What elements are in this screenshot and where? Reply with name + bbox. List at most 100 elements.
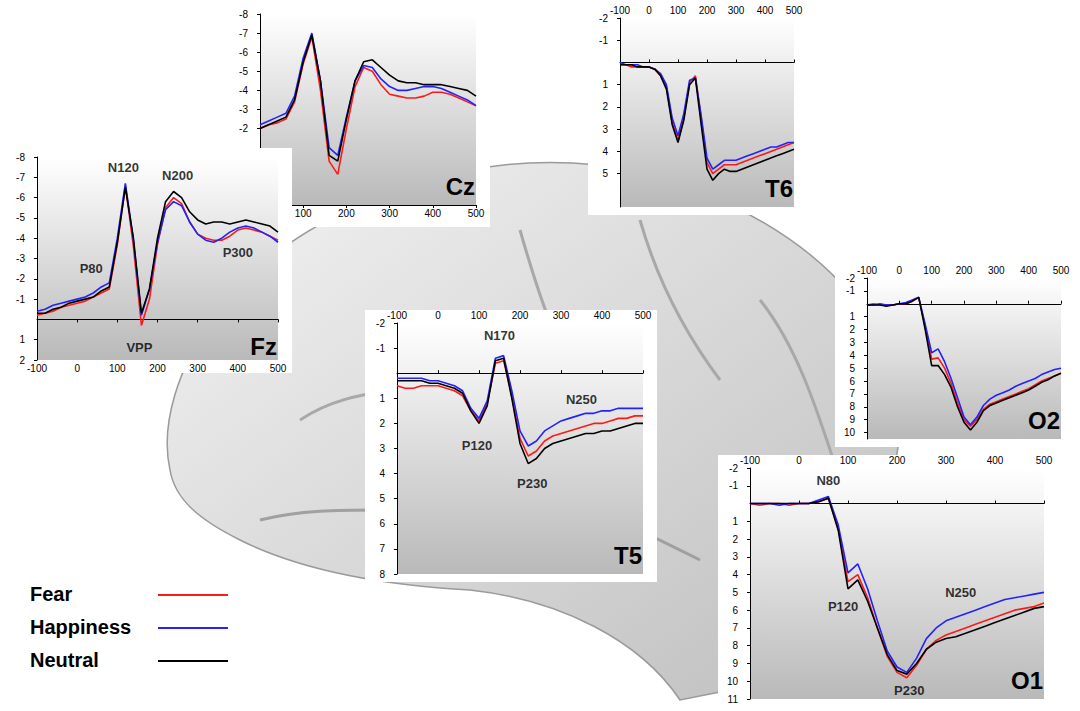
svg-text:2: 2 <box>379 418 385 429</box>
svg-text:4: 4 <box>849 350 855 361</box>
svg-text:3: 3 <box>602 124 608 135</box>
svg-text:400: 400 <box>987 455 1004 466</box>
svg-text:-7: -7 <box>239 28 248 39</box>
svg-text:2: 2 <box>19 355 25 366</box>
svg-text:P120: P120 <box>828 599 858 614</box>
svg-text:-5: -5 <box>16 212 25 223</box>
svg-text:Fz: Fz <box>250 333 277 360</box>
svg-text:7: 7 <box>849 388 855 399</box>
svg-text:-3: -3 <box>239 104 248 115</box>
svg-text:-1: -1 <box>599 35 608 46</box>
svg-text:200: 200 <box>889 455 906 466</box>
svg-text:-2: -2 <box>599 13 608 24</box>
svg-text:200: 200 <box>956 265 973 276</box>
svg-text:5: 5 <box>379 493 385 504</box>
svg-text:100: 100 <box>295 208 312 219</box>
svg-text:100: 100 <box>923 265 940 276</box>
svg-text:-2: -2 <box>846 273 855 284</box>
svg-text:5: 5 <box>849 363 855 374</box>
svg-text:-2: -2 <box>729 463 738 474</box>
svg-text:4: 4 <box>602 146 608 157</box>
svg-text:8: 8 <box>732 640 738 651</box>
svg-text:1: 1 <box>732 516 738 527</box>
svg-text:-8: -8 <box>239 9 248 20</box>
svg-text:200: 200 <box>699 5 716 16</box>
svg-text:6: 6 <box>732 605 738 616</box>
svg-text:Cz: Cz <box>446 173 475 200</box>
svg-text:3: 3 <box>732 551 738 562</box>
svg-text:300: 300 <box>728 5 745 16</box>
svg-text:1: 1 <box>849 311 855 322</box>
svg-text:7: 7 <box>379 543 385 554</box>
svg-text:500: 500 <box>635 310 652 321</box>
svg-text:400: 400 <box>229 363 246 374</box>
svg-text:N170: N170 <box>484 328 515 343</box>
svg-text:P80: P80 <box>80 261 103 276</box>
svg-text:9: 9 <box>849 414 855 425</box>
svg-text:300: 300 <box>988 265 1005 276</box>
svg-text:400: 400 <box>424 208 441 219</box>
svg-text:2: 2 <box>602 101 608 112</box>
svg-text:-1: -1 <box>729 480 738 491</box>
svg-text:4: 4 <box>379 468 385 479</box>
svg-text:4: 4 <box>732 569 738 580</box>
svg-text:5: 5 <box>732 587 738 598</box>
svg-text:-1: -1 <box>376 343 385 354</box>
svg-text:0: 0 <box>646 5 652 16</box>
svg-text:-5: -5 <box>239 66 248 77</box>
svg-text:10: 10 <box>727 676 739 687</box>
svg-text:P120: P120 <box>462 438 492 453</box>
svg-text:1: 1 <box>602 79 608 90</box>
svg-text:-100: -100 <box>27 363 47 374</box>
svg-text:3: 3 <box>379 443 385 454</box>
svg-text:O1: O1 <box>1011 667 1043 694</box>
svg-text:P230: P230 <box>894 683 924 698</box>
svg-text:8: 8 <box>379 569 385 580</box>
svg-text:2: 2 <box>849 324 855 335</box>
svg-text:10: 10 <box>844 427 856 438</box>
svg-text:-100: -100 <box>610 5 630 16</box>
svg-text:-1: -1 <box>16 294 25 305</box>
svg-text:300: 300 <box>553 310 570 321</box>
svg-text:T6: T6 <box>765 175 793 202</box>
svg-text:N80: N80 <box>816 473 840 488</box>
svg-text:500: 500 <box>270 363 287 374</box>
svg-text:-2: -2 <box>16 273 25 284</box>
svg-text:O2: O2 <box>1028 407 1060 434</box>
svg-text:300: 300 <box>938 455 955 466</box>
svg-text:200: 200 <box>338 208 355 219</box>
svg-text:-8: -8 <box>16 152 25 163</box>
svg-text:0: 0 <box>435 310 441 321</box>
svg-text:6: 6 <box>849 376 855 387</box>
svg-text:300: 300 <box>381 208 398 219</box>
svg-text:-6: -6 <box>16 192 25 203</box>
svg-text:N200: N200 <box>162 168 193 183</box>
svg-text:-100: -100 <box>387 310 407 321</box>
svg-text:200: 200 <box>512 310 529 321</box>
svg-text:100: 100 <box>471 310 488 321</box>
svg-text:6: 6 <box>379 518 385 529</box>
svg-text:N250: N250 <box>945 585 976 600</box>
svg-text:-6: -6 <box>239 47 248 58</box>
svg-text:9: 9 <box>732 658 738 669</box>
svg-text:500: 500 <box>1036 455 1053 466</box>
svg-text:8: 8 <box>849 401 855 412</box>
svg-text:VPP: VPP <box>126 340 152 355</box>
svg-text:400: 400 <box>594 310 611 321</box>
svg-text:P300: P300 <box>223 245 253 260</box>
svg-text:100: 100 <box>840 455 857 466</box>
svg-text:N250: N250 <box>566 392 597 407</box>
svg-text:400: 400 <box>1020 265 1037 276</box>
svg-text:1: 1 <box>379 393 385 404</box>
svg-text:100: 100 <box>109 363 126 374</box>
svg-text:N120: N120 <box>108 160 139 175</box>
svg-text:-4: -4 <box>16 233 25 244</box>
svg-text:5: 5 <box>602 168 608 179</box>
svg-text:-100: -100 <box>740 455 760 466</box>
svg-text:0: 0 <box>897 265 903 276</box>
svg-text:T5: T5 <box>614 542 642 569</box>
svg-text:400: 400 <box>757 5 774 16</box>
svg-text:7: 7 <box>732 622 738 633</box>
svg-text:2: 2 <box>732 534 738 545</box>
svg-text:300: 300 <box>189 363 206 374</box>
